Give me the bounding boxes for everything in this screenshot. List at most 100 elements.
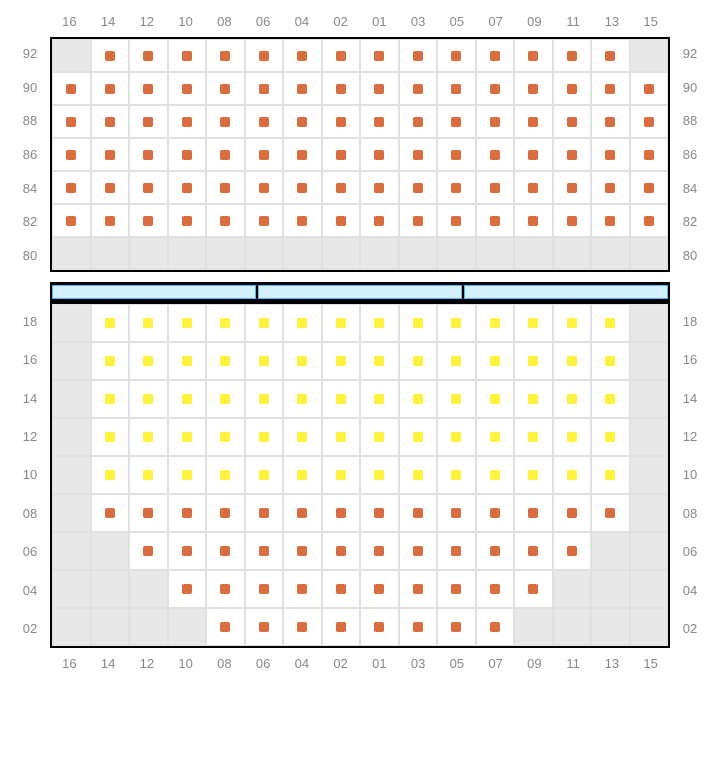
seat-cell[interactable] xyxy=(129,304,168,342)
seat-cell[interactable] xyxy=(283,72,322,105)
seat-cell[interactable] xyxy=(553,494,592,532)
seat-cell[interactable] xyxy=(322,532,361,570)
seat-cell[interactable] xyxy=(514,494,553,532)
seat-cell[interactable] xyxy=(399,380,438,418)
seat-cell[interactable] xyxy=(206,304,245,342)
seat-cell[interactable] xyxy=(168,342,207,380)
seat-cell[interactable] xyxy=(553,532,592,570)
seat-cell[interactable] xyxy=(553,171,592,204)
seat-cell[interactable] xyxy=(91,494,130,532)
seat-cell[interactable] xyxy=(591,494,630,532)
seat-cell[interactable] xyxy=(245,105,284,138)
seat-cell[interactable] xyxy=(514,380,553,418)
seat-cell[interactable] xyxy=(322,608,361,646)
seat-cell[interactable] xyxy=(630,105,669,138)
seat-cell[interactable] xyxy=(476,138,515,171)
seat-cell[interactable] xyxy=(553,456,592,494)
seat-cell[interactable] xyxy=(168,494,207,532)
seat-cell[interactable] xyxy=(591,72,630,105)
seat-cell[interactable] xyxy=(399,342,438,380)
seat-cell[interactable] xyxy=(399,570,438,608)
seat-cell[interactable] xyxy=(553,105,592,138)
seat-cell[interactable] xyxy=(168,418,207,456)
seat-cell[interactable] xyxy=(437,204,476,237)
seat-cell[interactable] xyxy=(399,39,438,72)
seat-cell[interactable] xyxy=(168,304,207,342)
seat-cell[interactable] xyxy=(591,304,630,342)
seat-cell[interactable] xyxy=(360,570,399,608)
seat-cell[interactable] xyxy=(476,494,515,532)
seat-cell[interactable] xyxy=(283,570,322,608)
seat-cell[interactable] xyxy=(360,72,399,105)
seat-cell[interactable] xyxy=(206,532,245,570)
seat-cell[interactable] xyxy=(206,456,245,494)
seat-cell[interactable] xyxy=(322,304,361,342)
seat-cell[interactable] xyxy=(399,171,438,204)
seat-cell[interactable] xyxy=(514,105,553,138)
seat-cell[interactable] xyxy=(283,138,322,171)
seat-cell[interactable] xyxy=(245,39,284,72)
seat-cell[interactable] xyxy=(206,105,245,138)
seat-cell[interactable] xyxy=(322,72,361,105)
seat-cell[interactable] xyxy=(129,532,168,570)
seat-cell[interactable] xyxy=(591,380,630,418)
seat-cell[interactable] xyxy=(168,380,207,418)
seat-cell[interactable] xyxy=(591,138,630,171)
seat-cell[interactable] xyxy=(206,204,245,237)
seat-cell[interactable] xyxy=(476,304,515,342)
seat-cell[interactable] xyxy=(630,72,669,105)
seat-cell[interactable] xyxy=(283,304,322,342)
seat-cell[interactable] xyxy=(129,72,168,105)
seat-cell[interactable] xyxy=(245,570,284,608)
seat-cell[interactable] xyxy=(399,608,438,646)
seat-cell[interactable] xyxy=(91,342,130,380)
seat-cell[interactable] xyxy=(514,138,553,171)
seat-cell[interactable] xyxy=(476,171,515,204)
seat-cell[interactable] xyxy=(91,456,130,494)
seat-cell[interactable] xyxy=(322,39,361,72)
seat-cell[interactable] xyxy=(206,138,245,171)
seat-cell[interactable] xyxy=(91,418,130,456)
seat-cell[interactable] xyxy=(437,608,476,646)
seat-cell[interactable] xyxy=(553,39,592,72)
seat-cell[interactable] xyxy=(245,456,284,494)
seat-cell[interactable] xyxy=(476,204,515,237)
seat-cell[interactable] xyxy=(206,380,245,418)
seat-cell[interactable] xyxy=(52,138,91,171)
seat-cell[interactable] xyxy=(168,138,207,171)
seat-cell[interactable] xyxy=(52,72,91,105)
seat-cell[interactable] xyxy=(52,171,91,204)
seat-cell[interactable] xyxy=(129,105,168,138)
seat-cell[interactable] xyxy=(360,380,399,418)
seat-cell[interactable] xyxy=(437,171,476,204)
seat-cell[interactable] xyxy=(245,494,284,532)
seat-cell[interactable] xyxy=(437,456,476,494)
seat-cell[interactable] xyxy=(245,171,284,204)
seat-cell[interactable] xyxy=(591,171,630,204)
seat-cell[interactable] xyxy=(245,380,284,418)
seat-cell[interactable] xyxy=(514,304,553,342)
seat-cell[interactable] xyxy=(399,494,438,532)
seat-cell[interactable] xyxy=(283,171,322,204)
seat-cell[interactable] xyxy=(129,171,168,204)
seat-cell[interactable] xyxy=(283,380,322,418)
seat-cell[interactable] xyxy=(91,138,130,171)
seat-cell[interactable] xyxy=(591,418,630,456)
seat-cell[interactable] xyxy=(168,105,207,138)
seat-cell[interactable] xyxy=(553,138,592,171)
seat-cell[interactable] xyxy=(514,204,553,237)
seat-cell[interactable] xyxy=(283,494,322,532)
seat-cell[interactable] xyxy=(514,72,553,105)
seat-cell[interactable] xyxy=(245,304,284,342)
seat-cell[interactable] xyxy=(245,138,284,171)
seat-cell[interactable] xyxy=(283,608,322,646)
seat-cell[interactable] xyxy=(206,171,245,204)
seat-cell[interactable] xyxy=(322,494,361,532)
seat-cell[interactable] xyxy=(206,72,245,105)
seat-cell[interactable] xyxy=(437,570,476,608)
seat-cell[interactable] xyxy=(360,456,399,494)
seat-cell[interactable] xyxy=(322,105,361,138)
seat-cell[interactable] xyxy=(399,418,438,456)
seat-cell[interactable] xyxy=(283,532,322,570)
seat-cell[interactable] xyxy=(91,380,130,418)
